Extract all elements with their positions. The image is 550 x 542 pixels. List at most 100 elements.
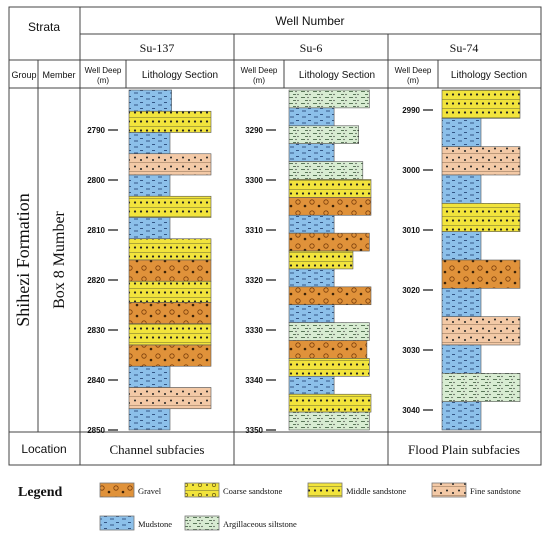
layer-mud xyxy=(441,174,482,204)
layer-fine xyxy=(441,146,521,176)
layer-mud xyxy=(128,89,172,112)
legend-swatch-middle xyxy=(307,482,343,498)
lithology-header-2: Lithology Section xyxy=(299,70,375,81)
legend-item-coarse: Coarse sandstone xyxy=(184,482,282,498)
depth-tick-label: 2830 xyxy=(87,326,105,335)
well-deep-unit-2: (m) xyxy=(253,76,265,85)
legend-swatch-silt xyxy=(184,515,220,531)
layer-silt xyxy=(288,89,370,109)
legend-label-silt: Argillaceous siltstone xyxy=(223,519,297,529)
group-header: Group xyxy=(11,70,36,80)
depth-tick-label: 3030 xyxy=(402,346,420,355)
layer-middle xyxy=(441,89,521,119)
layer-gravel xyxy=(288,286,372,306)
layer-mud xyxy=(288,268,335,288)
layer-mud xyxy=(288,107,335,127)
layer-middle xyxy=(288,250,354,270)
layer-middle xyxy=(128,238,212,261)
layer-mud xyxy=(288,376,335,395)
legend-swatch-coarse xyxy=(184,482,220,498)
legend-label-middle: Middle sandstone xyxy=(346,486,406,496)
layer-middle xyxy=(288,179,372,198)
depth-tick-label: 3290 xyxy=(245,126,263,135)
layer-middle xyxy=(128,323,212,346)
layer-silt xyxy=(288,322,370,341)
layer-gravel xyxy=(288,340,368,359)
layer-fine xyxy=(128,387,212,410)
location-label: Location xyxy=(21,442,66,456)
layer-mud xyxy=(288,143,335,162)
table-grid xyxy=(8,6,542,466)
depth-tick-label: 2790 xyxy=(87,126,105,135)
depth-tick-label: 3310 xyxy=(245,226,263,235)
location-su74: Flood Plain subfacies xyxy=(408,442,520,457)
strata-header: Strata xyxy=(28,20,60,34)
layer-gravel xyxy=(128,259,212,282)
legend-item-middle: Middle sandstone xyxy=(307,482,406,498)
legend-item-mud: Mudstone xyxy=(99,515,172,531)
legend-swatch-fine xyxy=(431,482,467,498)
legend-item-silt: Argillaceous siltstone xyxy=(184,515,297,531)
well-column-su-6: 3290 3300 3310 3320 3330 3340 3350 xyxy=(245,89,372,435)
layer-gravel xyxy=(441,259,521,289)
well-column-su-74: 2990 3000 3010 3020 3030 3040 xyxy=(402,89,521,431)
layer-silt xyxy=(288,161,364,180)
layer-middle xyxy=(128,280,212,303)
layer-fine xyxy=(441,316,521,346)
legend-swatch-gravel xyxy=(99,482,135,498)
legend-title: Legend xyxy=(18,485,63,500)
depth-tick-label: 3340 xyxy=(245,376,263,385)
lithology-header-3: Lithology Section xyxy=(451,70,527,81)
depth-tick-label: 2810 xyxy=(87,226,105,235)
layer-mud xyxy=(128,217,171,240)
depth-tick-label: 2990 xyxy=(402,106,420,115)
member-name: Box 8 Mumber xyxy=(51,210,68,308)
layer-gravel xyxy=(128,302,212,325)
layer-gravel xyxy=(288,197,372,216)
depth-tick-label: 2840 xyxy=(87,376,105,385)
well-name-su74: Su-74 xyxy=(450,41,479,55)
layer-fine xyxy=(128,153,212,176)
group-name: Shihezi Formation xyxy=(13,193,33,327)
depth-tick-label: 3040 xyxy=(402,406,420,415)
legend-label-mud: Mudstone xyxy=(138,519,172,529)
layer-mud xyxy=(441,231,482,261)
location-su137: Channel subfacies xyxy=(110,442,205,457)
depth-tick-label: 3000 xyxy=(402,166,420,175)
well-deep-header-1: Well Deep xyxy=(85,66,122,75)
layer-middle xyxy=(128,195,212,218)
legend: Gravel Coarse sandstone Middle sandstone Fi… xyxy=(99,482,521,531)
depth-tick-label: 3300 xyxy=(245,176,263,185)
layer-silt xyxy=(288,411,370,431)
well-name-su137: Su-137 xyxy=(140,41,175,55)
depth-tick-label: 2820 xyxy=(87,276,105,285)
layer-mud xyxy=(128,174,171,197)
layer-middle xyxy=(288,393,372,413)
layer-silt xyxy=(288,125,359,144)
depth-tick-label: 3330 xyxy=(245,326,263,335)
legend-item-gravel: Gravel xyxy=(99,482,162,498)
legend-swatch-mud xyxy=(99,515,135,531)
layer-mud xyxy=(128,365,171,388)
layer-gravel xyxy=(288,232,370,252)
lithology-header-1: Lithology Section xyxy=(142,70,218,81)
layer-mud xyxy=(441,401,482,431)
depth-tick-label: 2800 xyxy=(87,176,105,185)
legend-label-coarse: Coarse sandstone xyxy=(223,486,282,496)
well-column-su-137: 2790 2800 2810 2820 2830 2840 2850 xyxy=(87,89,212,435)
legend-label-gravel: Gravel xyxy=(138,486,162,496)
well-number-header: Well Number xyxy=(275,14,344,28)
layer-mud xyxy=(441,118,482,147)
layer-mud xyxy=(128,132,171,155)
layer-mud xyxy=(288,214,335,234)
layer-gravel xyxy=(128,344,212,367)
member-header: Member xyxy=(42,70,75,80)
layer-middle xyxy=(441,203,521,232)
well-deep-header-3: Well Deep xyxy=(395,66,432,75)
well-deep-unit-1: (m) xyxy=(97,76,109,85)
legend-label-fine: Fine sandstone xyxy=(470,486,521,496)
layer-middle xyxy=(288,358,370,377)
layer-mud xyxy=(128,408,171,431)
well-name-su6: Su-6 xyxy=(300,41,323,55)
